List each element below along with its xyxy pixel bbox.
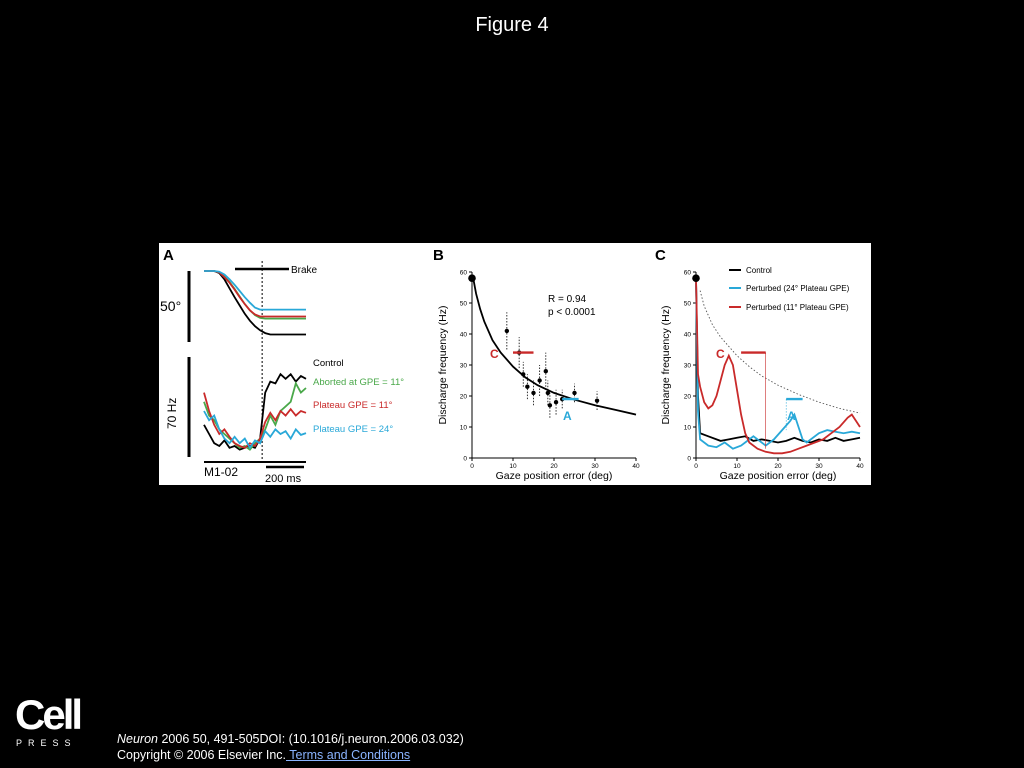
panel-b-x-tick-label: 20 bbox=[550, 463, 558, 470]
panel-b-point-5 bbox=[531, 390, 536, 396]
rate-trace-0 bbox=[203, 372, 307, 451]
panel-c-y-tick-label: 30 bbox=[684, 363, 692, 370]
panel-c-marker-c: C bbox=[716, 347, 725, 361]
panel-c-y-tick-label: 60 bbox=[684, 270, 692, 277]
panel-b-point-8 bbox=[545, 390, 551, 396]
panel-b-point-3 bbox=[521, 372, 526, 377]
panel-c-bound-curve bbox=[699, 290, 861, 414]
panel-c-x-tick-label: 10 bbox=[733, 463, 741, 470]
panel-b-stat-r: R = 0.94 bbox=[548, 294, 587, 305]
panel-b-y-tick-label: 20 bbox=[460, 394, 468, 401]
panel-c-x-tick-label: 30 bbox=[815, 463, 823, 470]
panel-c-legend-label-0: Control bbox=[746, 266, 772, 275]
panel-a-legend-3: Plateau GPE = 24° bbox=[313, 424, 393, 435]
panel-c-legend-label-2: Perturbed (11° Plateau GPE) bbox=[746, 303, 849, 312]
figure-panel: A 50° 70 Hz Brake Control Aborted at GPE = 11… bbox=[159, 243, 871, 485]
position-trace-3 bbox=[204, 270, 306, 311]
panel-b-point-9 bbox=[547, 403, 553, 408]
panel-b-y-tick-label: 10 bbox=[460, 425, 468, 432]
panel-b-x-tick-label: 40 bbox=[632, 463, 640, 470]
panel-a-legend-2: Plateau GPE = 11° bbox=[313, 400, 393, 411]
time-scale-label: 200 ms bbox=[265, 473, 302, 485]
panel-b-point-12 bbox=[572, 390, 577, 396]
panel-b-marker-c: C bbox=[490, 347, 499, 361]
panel-b-y-tick-label: 50 bbox=[460, 301, 468, 308]
panel-b-point-7 bbox=[543, 369, 548, 374]
slide-title: Figure 4 bbox=[475, 14, 549, 36]
copyright-text: Copyright © 2006 Elsevier Inc. bbox=[117, 748, 287, 762]
panel-c-y-tick-label: 0 bbox=[687, 456, 691, 463]
panel-c-x-tick-label: 0 bbox=[694, 463, 698, 470]
cell-logo-press: PRESS bbox=[16, 738, 77, 748]
panel-c-x-tick-label: 40 bbox=[856, 463, 864, 470]
citation-line: Neuron 2006 50, 491-505DOI: (10.1016/j.n… bbox=[117, 731, 464, 747]
panel-c-y-tick-label: 20 bbox=[684, 394, 692, 401]
panel-c-series-0 bbox=[695, 278, 861, 444]
panel-b-x-tick-label: 10 bbox=[509, 463, 517, 470]
position-trace-0 bbox=[204, 270, 306, 336]
journal-name: Neuron bbox=[117, 732, 158, 746]
position-trace-2 bbox=[204, 270, 306, 318]
panel-b-marker-a: A bbox=[563, 409, 572, 423]
panel-b-point-6 bbox=[537, 378, 542, 383]
rate-trace-3 bbox=[203, 410, 307, 450]
panel-c-y-axis-label: Discharge frequency (Hz) bbox=[660, 305, 672, 424]
panel-c-y-tick-label: 50 bbox=[684, 301, 692, 308]
panel-b-y-tick-label: 30 bbox=[460, 363, 468, 370]
position-trace-1 bbox=[204, 270, 306, 320]
panel-c-legend-label-1: Perturbed (24° Plateau GPE) bbox=[746, 284, 850, 293]
panel-a-legend-0: Control bbox=[313, 358, 344, 369]
cell-logo-word: Cell bbox=[15, 691, 83, 738]
cell-id-label: M1-02 bbox=[204, 465, 238, 479]
rate-scale-label: 70 Hz bbox=[165, 398, 179, 429]
copyright-line: Copyright © 2006 Elsevier Inc. Terms and… bbox=[117, 747, 464, 763]
figure-svg: A 50° 70 Hz Brake Control Aborted at GPE = 11… bbox=[160, 247, 864, 485]
panel-c-series-2 bbox=[695, 278, 861, 455]
panel-b-y-axis-label: Discharge frequency (Hz) bbox=[437, 305, 449, 424]
panel-b-point-13 bbox=[594, 398, 600, 403]
brake-label: Brake bbox=[291, 265, 318, 276]
panel-b-x-axis-label: Gaze position error (deg) bbox=[496, 470, 613, 482]
panel-a-legend-1: Aborted at GPE = 11° bbox=[313, 377, 404, 388]
panel-c-y-tick-label: 40 bbox=[684, 332, 692, 339]
panel-b-point-0 bbox=[468, 274, 476, 282]
citation-block: Neuron 2006 50, 491-505DOI: (10.1016/j.n… bbox=[117, 731, 464, 763]
panel-b-y-tick-label: 60 bbox=[460, 270, 468, 277]
panel-b-fit-curve bbox=[472, 278, 637, 416]
citation-text: 2006 50, 491-505DOI: (10.1016/j.neuron.2… bbox=[158, 732, 464, 746]
panel-a-letter: A bbox=[163, 247, 174, 264]
panel-b-point-4 bbox=[525, 384, 530, 389]
panel-c-x-tick-label: 20 bbox=[774, 463, 782, 470]
panel-b-x-tick-label: 0 bbox=[470, 463, 474, 470]
panel-b-stat-p: p < 0.0001 bbox=[548, 307, 596, 318]
panel-c-series-1 bbox=[695, 278, 861, 450]
panel-c-y-tick-label: 10 bbox=[684, 425, 692, 432]
panel-b-letter: B bbox=[433, 247, 444, 264]
terms-and-conditions-link[interactable]: Terms and Conditions bbox=[286, 748, 411, 762]
panel-c-start-point bbox=[692, 274, 700, 282]
panel-c-x-axis-label: Gaze position error (deg) bbox=[720, 470, 837, 482]
panel-b-x-tick-label: 30 bbox=[591, 463, 599, 470]
position-scale-label: 50° bbox=[160, 298, 181, 314]
cell-press-logo: Cell PRESS bbox=[15, 694, 85, 752]
panel-b-y-tick-label: 40 bbox=[460, 332, 468, 339]
panel-b-point-1 bbox=[504, 328, 510, 334]
panel-c-marker-a: A bbox=[787, 409, 796, 423]
panel-b-y-tick-label: 0 bbox=[463, 456, 467, 463]
panel-b-point-10 bbox=[553, 400, 559, 405]
panel-c-letter: C bbox=[655, 247, 666, 264]
